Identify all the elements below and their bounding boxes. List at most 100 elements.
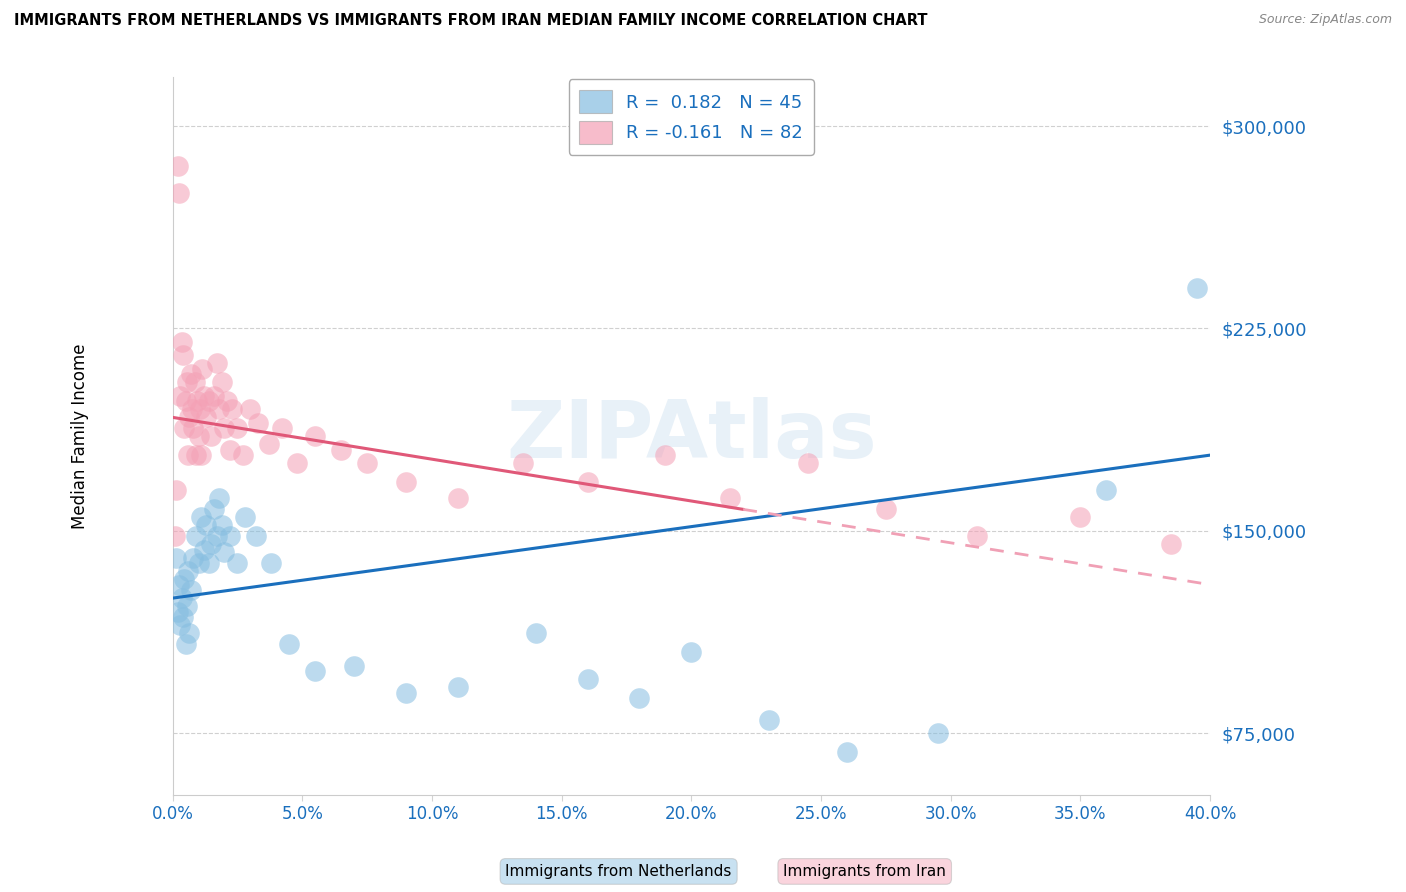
Point <box>447 491 470 506</box>
Point <box>211 376 233 390</box>
Point <box>257 437 280 451</box>
Point <box>233 510 256 524</box>
Point <box>179 410 201 425</box>
Point <box>173 572 195 586</box>
Point <box>278 637 301 651</box>
Point <box>304 664 326 678</box>
Point <box>166 483 188 498</box>
Point <box>188 402 211 417</box>
Point <box>211 518 233 533</box>
Point <box>875 502 897 516</box>
Point <box>218 529 240 543</box>
Point <box>172 348 194 362</box>
Point <box>200 429 222 443</box>
Point <box>176 376 198 390</box>
Point <box>270 421 292 435</box>
Point <box>174 637 197 651</box>
Y-axis label: Median Family Income: Median Family Income <box>72 343 89 529</box>
Point <box>181 550 204 565</box>
Legend: R =  0.182   N = 45, R = -0.161   N = 82: R = 0.182 N = 45, R = -0.161 N = 82 <box>568 79 814 154</box>
Point <box>718 491 741 506</box>
Point <box>797 456 820 470</box>
Point <box>214 421 236 435</box>
Point <box>187 556 209 570</box>
Point <box>181 421 204 435</box>
Point <box>183 376 205 390</box>
Point <box>166 605 188 619</box>
Point <box>190 510 212 524</box>
Point <box>180 368 202 382</box>
Point <box>166 160 188 174</box>
Point <box>167 186 190 201</box>
Point <box>169 618 191 632</box>
Point <box>285 456 308 470</box>
Point <box>186 394 208 409</box>
Point <box>208 491 231 506</box>
Point <box>524 626 547 640</box>
Point <box>758 713 780 727</box>
Point <box>304 429 326 443</box>
Point <box>226 421 249 435</box>
Point <box>232 448 254 462</box>
Point <box>395 475 418 489</box>
Point <box>214 545 236 559</box>
Point <box>165 529 187 543</box>
Point <box>180 582 202 597</box>
Point <box>202 389 225 403</box>
Point <box>330 442 353 457</box>
Point <box>193 389 215 403</box>
Text: Immigrants from Netherlands: Immigrants from Netherlands <box>505 864 733 879</box>
Text: ZIPAtlas: ZIPAtlas <box>506 397 877 475</box>
Point <box>966 529 988 543</box>
Point <box>169 389 191 403</box>
Point <box>395 685 418 699</box>
Point <box>245 529 267 543</box>
Point <box>835 745 858 759</box>
Text: IMMIGRANTS FROM NETHERLANDS VS IMMIGRANTS FROM IRAN MEDIAN FAMILY INCOME CORRELA: IMMIGRANTS FROM NETHERLANDS VS IMMIGRANT… <box>14 13 928 29</box>
Point <box>170 334 193 349</box>
Point <box>1160 537 1182 551</box>
Point <box>576 475 599 489</box>
Point <box>226 556 249 570</box>
Point <box>177 564 200 578</box>
Point <box>193 542 215 557</box>
Point <box>167 577 190 591</box>
Point <box>174 394 197 409</box>
Point <box>195 410 218 425</box>
Point <box>172 610 194 624</box>
Point <box>1185 281 1208 295</box>
Point <box>221 402 243 417</box>
Point <box>218 442 240 457</box>
Point <box>200 537 222 551</box>
Point <box>202 502 225 516</box>
Point <box>205 356 228 370</box>
Point <box>184 448 207 462</box>
Point <box>166 550 188 565</box>
Point <box>173 421 195 435</box>
Point <box>198 394 221 409</box>
Point <box>187 429 209 443</box>
Point <box>177 448 200 462</box>
Point <box>181 402 204 417</box>
Point <box>447 680 470 694</box>
Point <box>628 690 651 705</box>
Point <box>512 456 534 470</box>
Point <box>247 416 270 430</box>
Point <box>1069 510 1091 524</box>
Point <box>576 672 599 686</box>
Point <box>179 626 201 640</box>
Point <box>170 591 193 606</box>
Point <box>927 726 949 740</box>
Text: Immigrants from Iran: Immigrants from Iran <box>783 864 946 879</box>
Point <box>195 518 218 533</box>
Point <box>208 402 231 417</box>
Text: Source: ZipAtlas.com: Source: ZipAtlas.com <box>1258 13 1392 27</box>
Point <box>215 394 238 409</box>
Point <box>260 556 283 570</box>
Point <box>356 456 378 470</box>
Point <box>176 599 198 614</box>
Point <box>1095 483 1118 498</box>
Point <box>343 658 366 673</box>
Point <box>681 645 703 659</box>
Point <box>198 556 221 570</box>
